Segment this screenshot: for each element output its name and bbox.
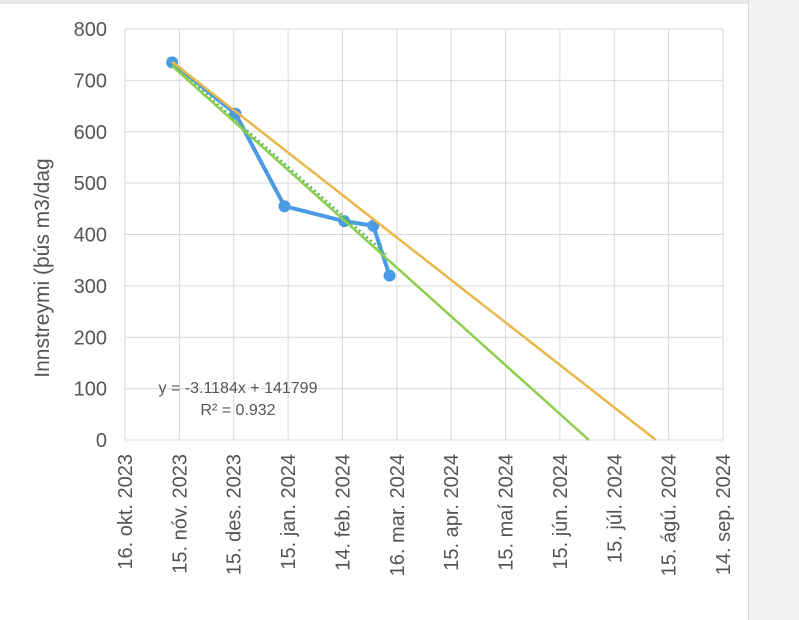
series-layer: [166, 56, 657, 441]
y-tick-label: 200: [74, 327, 107, 349]
x-tick-label: 14. feb. 2024: [332, 454, 354, 571]
y-axis-title: Innstreymi (þús m3/dag: [31, 158, 54, 377]
y-tick-label: 800: [74, 19, 107, 41]
projection-line-yellow: [171, 60, 657, 441]
y-tick-label: 0: [96, 430, 107, 452]
x-tick-label: 15. jún. 2024: [550, 454, 572, 570]
y-tick-label: 100: [74, 379, 107, 401]
x-tick-label: 14. sep. 2024: [713, 454, 735, 575]
right-side-panel: [748, 0, 799, 620]
trendline-equation-label: y = -3.1184x + 141799 R² = 0.932: [159, 380, 318, 419]
x-tick-label: 15. apr. 2024: [441, 454, 463, 571]
y-tick-label: 500: [74, 173, 107, 195]
x-tick-label: 15. maí 2024: [496, 454, 518, 571]
y-tick-label: 700: [74, 70, 107, 92]
x-tick-label: 15. jan. 2024: [278, 454, 300, 570]
x-tick-label: 15. ágú. 2024: [659, 454, 681, 576]
x-tick-label: 15. júl. 2024: [604, 454, 626, 563]
x-tick-label: 16. okt. 2023: [115, 454, 137, 570]
x-tick-label: 16. mar. 2024: [387, 454, 409, 576]
trendline-equation: y = -3.1184x + 141799: [159, 380, 318, 397]
y-axis-ticks: 0 100 200 300 400 500 600 700 800: [74, 19, 107, 452]
x-tick-label: 15. des. 2023: [224, 454, 246, 575]
measured-data-point: [278, 200, 291, 213]
measured-series-line: [170, 60, 392, 278]
trendline-r-squared: R² = 0.932: [200, 402, 275, 419]
projection-line-green: [171, 65, 590, 441]
linear-trendline: [171, 63, 387, 255]
y-tick-label: 400: [74, 225, 107, 247]
y-tick-label: 300: [74, 276, 107, 298]
top-strip: [0, 0, 748, 4]
measured-data-point: [383, 269, 396, 282]
x-axis-ticks: 16. okt. 2023 15. nóv. 2023 15. des. 2023 1…: [115, 454, 735, 576]
grid-layer: [124, 28, 724, 441]
x-tick-label: 15. nóv. 2023: [169, 454, 191, 574]
y-tick-label: 600: [74, 122, 107, 144]
